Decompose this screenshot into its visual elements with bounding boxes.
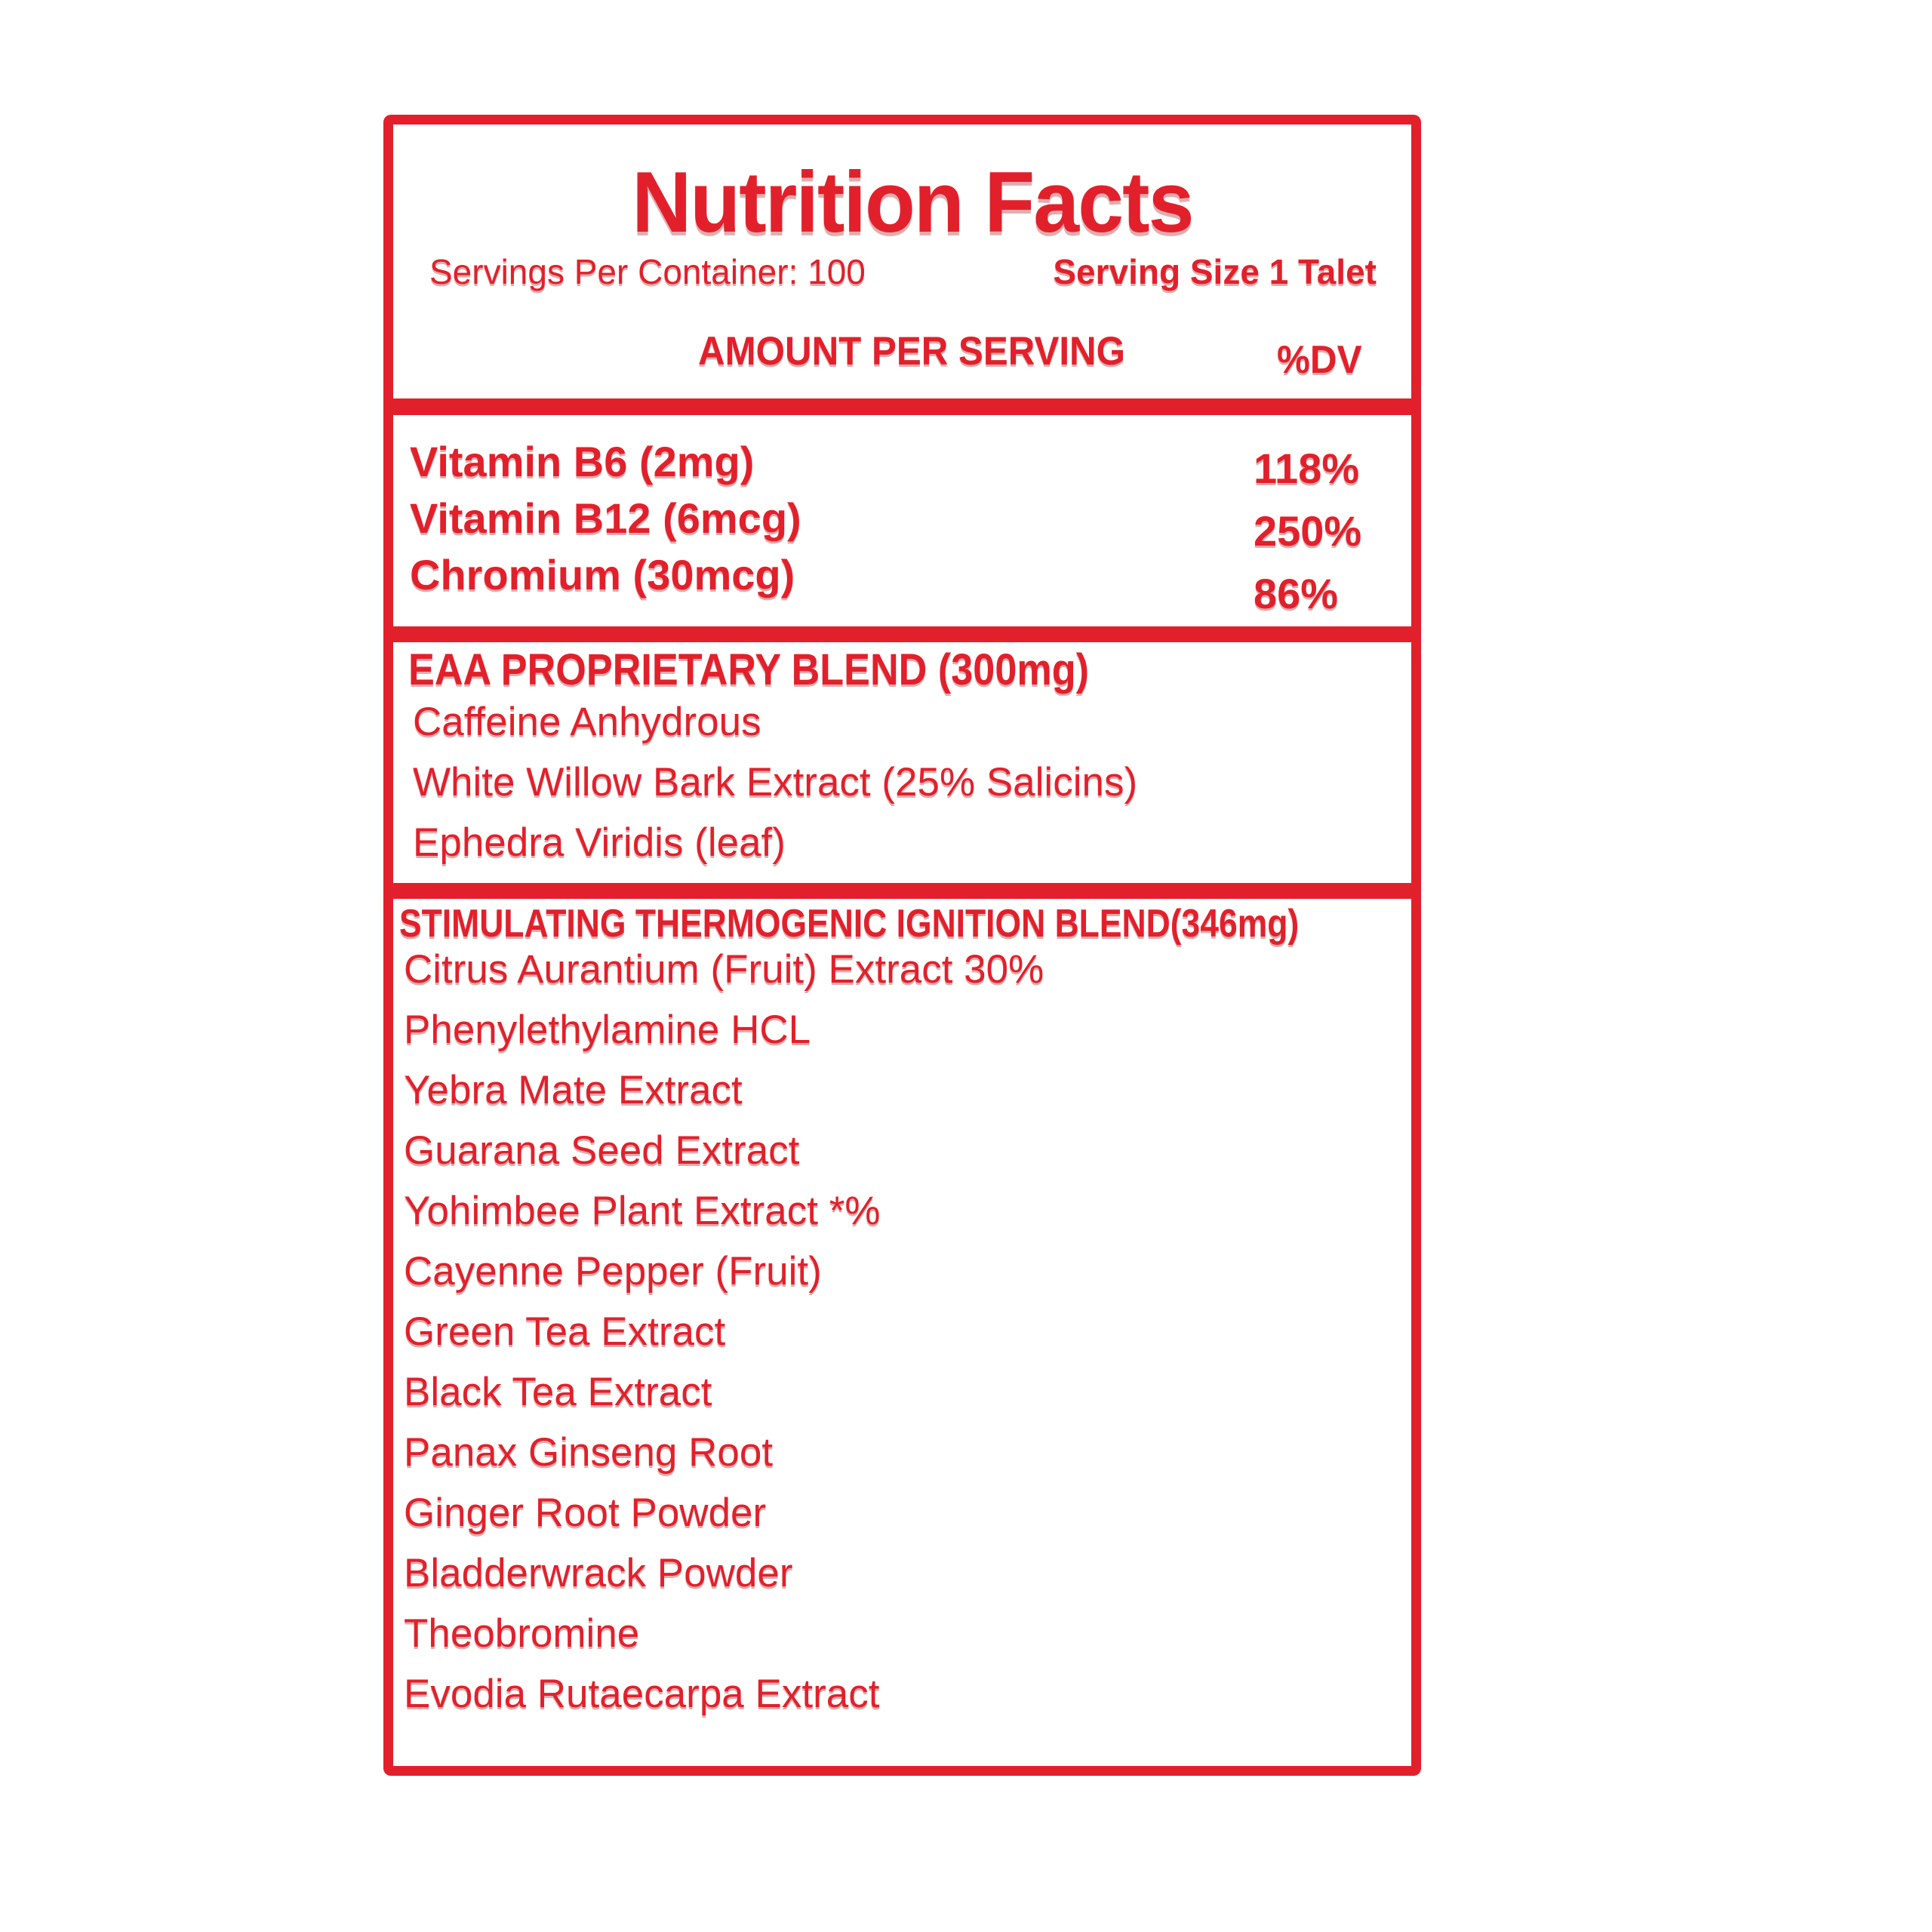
vitamin-name: Chromium (30mcg) bbox=[410, 551, 795, 598]
section-divider bbox=[383, 398, 1421, 415]
blend-ingredient: Yohimbee Plant Extract *% bbox=[404, 1189, 881, 1233]
vitamin-name: Vitamin B6 (2mg) bbox=[410, 438, 755, 485]
blend-ingredient: Caffeine Anhydrous bbox=[413, 700, 761, 744]
servings-per-container: Servings Per Container: 100 bbox=[429, 252, 866, 291]
blend-ingredient: Guarana Seed Extract bbox=[404, 1128, 800, 1173]
blend-ingredient: Ephedra Viridis (leaf) bbox=[413, 820, 786, 865]
vitamin-row: Vitamin B6 (2mg) 118% bbox=[410, 437, 1411, 492]
blend-ingredient: Citrus Aurantium (Fruit) Extract 30% bbox=[404, 947, 1044, 992]
blend-ingredient: Evodia Rutaecarpa Extract bbox=[404, 1672, 880, 1716]
vitamin-dv-value: 118% bbox=[1254, 445, 1360, 492]
blend-ingredient: Cayenne Pepper (Fruit) bbox=[404, 1249, 822, 1294]
eaa-blend-header: EAA PROPRIETARY BLEND (300mg) bbox=[408, 645, 1090, 694]
vitamin-name: Vitamin B12 (6mcg) bbox=[410, 494, 801, 542]
vitamin-row: Vitamin B12 (6mcg) 250% bbox=[410, 494, 1411, 555]
section-divider bbox=[383, 883, 1421, 899]
blend-ingredient: Bladderwrack Powder bbox=[404, 1551, 793, 1595]
dv-column-header: %DV bbox=[1277, 338, 1362, 382]
blend-ingredient: Black Tea Extract bbox=[404, 1370, 712, 1414]
blend-ingredient: Theobromine bbox=[404, 1611, 640, 1656]
blend-ingredient: Ginger Root Powder bbox=[404, 1491, 767, 1535]
vitamin-row: Chromium (30mcg) 86% bbox=[410, 550, 1411, 617]
serving-info-row: Servings Per Container: 100 Serving Size… bbox=[429, 251, 1377, 292]
thermogenic-blend-list: Citrus Aurantium (Fruit) Extract 30% Phe… bbox=[404, 940, 1044, 1724]
eaa-blend-list: Caffeine Anhydrous White Willow Bark Ext… bbox=[413, 692, 1137, 873]
vitamin-dv-value: 250% bbox=[1254, 507, 1362, 555]
blend-ingredient: Phenylethylamine HCL bbox=[404, 1008, 811, 1052]
thermogenic-blend-header: STIMULATING THERMOGENIC IGNITION BLEND(3… bbox=[399, 902, 1300, 946]
amount-per-serving-header: AMOUNT PER SERVING bbox=[698, 329, 1126, 374]
nutrition-facts-label: Nutrition Facts Servings Per Container: … bbox=[383, 115, 1421, 1776]
blend-ingredient: White Willow Bark Extract (25% Salicins) bbox=[413, 760, 1138, 804]
vitamin-dv-value: 86% bbox=[1254, 570, 1339, 617]
section-divider bbox=[383, 626, 1421, 642]
serving-size: Serving Size 1 Talet bbox=[1053, 252, 1377, 291]
blend-ingredient: Yebra Mate Extract bbox=[404, 1068, 743, 1112]
blend-ingredient: Panax Ginseng Root bbox=[404, 1430, 774, 1475]
label-title: Nutrition Facts bbox=[632, 155, 1194, 251]
blend-ingredient: Green Tea Extract bbox=[404, 1309, 726, 1354]
